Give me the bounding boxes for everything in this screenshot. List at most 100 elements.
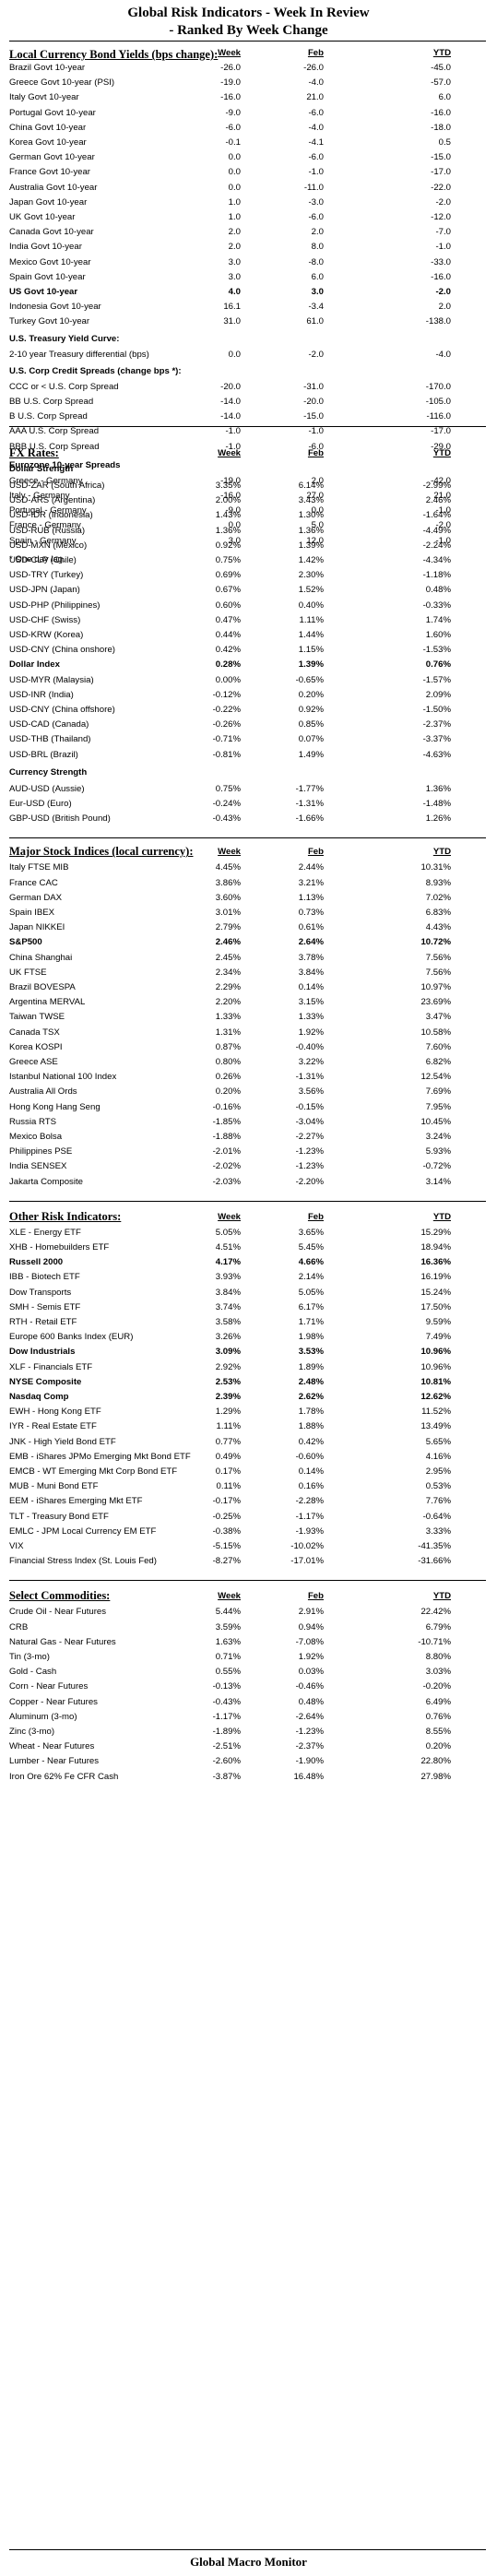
- stock-label: UK FTSE: [9, 967, 47, 978]
- stock-week-value: 2.46%: [215, 937, 241, 948]
- bond-week-value: 4.0: [228, 287, 241, 297]
- report-title-line2: - Ranked By Week Change: [169, 23, 328, 38]
- stock-label: Istanbul National 100 Index: [9, 1072, 117, 1083]
- eurozone-label: France - Germany: [9, 520, 81, 531]
- bond-ytd-value: -138.0: [425, 316, 451, 327]
- risk-feb-value: 6.17%: [298, 1301, 324, 1312]
- risk-ytd-value: 10.96%: [420, 1361, 451, 1372]
- commodities-col-ytd: YTD: [432, 1591, 451, 1602]
- fx-dollar-week-value: 0.47%: [215, 614, 241, 625]
- commodity-week-value: 5.44%: [215, 1607, 241, 1618]
- stock-week-value: -2.01%: [212, 1146, 241, 1157]
- risk-ytd-value: 2.95%: [425, 1466, 451, 1477]
- fx-dollar-ytd-value: -4.63%: [422, 749, 451, 760]
- stock-row: German DAX 3.60% 1.13% 7.02%: [0, 891, 497, 906]
- stock-ytd-value: -0.72%: [422, 1161, 451, 1172]
- stock-label: Jakarta Composite: [9, 1176, 83, 1187]
- stock-row: Greece ASE 0.80% 3.22% 6.82%: [0, 1055, 497, 1070]
- risk-week-value: 1.11%: [216, 1421, 242, 1432]
- fx-dollar-feb-value: 1.49%: [298, 749, 324, 760]
- fx-currency-row: GBP-USD (British Pound) -0.43% -1.66% 1.26%: [0, 812, 497, 826]
- risk-row: NYSE Composite 2.53% 2.48% 10.81%: [0, 1375, 497, 1390]
- fx-dollar-label: USD-MXN (Mexico): [9, 540, 88, 551]
- fx-dollar-row: USD-INR (India) -0.12% 0.20% 2.09%: [0, 688, 497, 703]
- risk-week-value: 3.93%: [215, 1272, 241, 1283]
- commodity-row: Gold - Cash 0.55% 0.03% 3.03%: [0, 1665, 497, 1680]
- commodity-feb-value: -0.46%: [295, 1681, 324, 1692]
- bond-feb-value: 6.0: [311, 271, 324, 282]
- risk-ytd-value: 9.59%: [425, 1317, 451, 1327]
- commodities-col-week: Week: [218, 1591, 241, 1602]
- stock-feb-value: -2.20%: [295, 1176, 324, 1187]
- credit-week-value: -20.0: [220, 381, 241, 392]
- risk-ytd-value: 10.96%: [420, 1347, 451, 1358]
- eurozone-ytd-value: -1.0: [435, 535, 451, 546]
- stock-row: Russia RTS -1.85% -3.04% 10.45%: [0, 1115, 497, 1130]
- curve-heading: U.S. Treasury Yield Curve:: [9, 333, 120, 344]
- fx-dollar-ytd-value: -2.99%: [422, 481, 451, 491]
- risk-week-value: 0.11%: [216, 1481, 242, 1492]
- stock-week-value: 3.86%: [215, 877, 241, 888]
- bond-feb-value: -6.0: [308, 107, 324, 118]
- risk-divider: [9, 1200, 486, 1202]
- stock-week-value: -2.03%: [212, 1176, 241, 1187]
- commodity-label: Zinc (3-mo): [9, 1727, 55, 1737]
- bond-row: Mexico Govt 10-year 3.0 -8.0 -33.0: [0, 255, 497, 270]
- fx-dollar-row: USD-CLP (Chile) 0.75% 1.42% -4.34%: [0, 553, 497, 568]
- risk-ytd-value: 12.62%: [420, 1392, 451, 1402]
- fx-dollar-feb-value: 0.40%: [298, 599, 324, 611]
- bond-label: Turkey Govt 10-year: [9, 316, 90, 327]
- fx-dollar-label: USD-CLP (Chile): [9, 555, 77, 565]
- fx-dollar-row: USD-CNY (China offshore) -0.22% 0.92% -1.50…: [0, 703, 497, 718]
- stock-week-value: -1.88%: [212, 1132, 241, 1142]
- risk-row: Nasdaq Comp 2.39% 2.62% 12.62%: [0, 1390, 497, 1405]
- bond-ytd-value: -17.0: [431, 167, 451, 178]
- risk-ytd-value: 15.29%: [420, 1227, 451, 1238]
- commodity-row: Lumber - Near Futures -2.60% -1.90% 22.80%: [0, 1754, 497, 1769]
- risk-ytd-value: 10.81%: [420, 1376, 451, 1387]
- stock-week-value: 2.29%: [215, 982, 241, 992]
- stock-row: UK FTSE 2.34% 3.84% 7.56%: [0, 966, 497, 980]
- stock-feb-value: -1.31%: [295, 1072, 324, 1083]
- bond-ytd-value: 6.0: [438, 92, 451, 103]
- risk-label: Dow Industrials: [9, 1347, 76, 1358]
- risk-col-week: Week: [218, 1211, 241, 1222]
- eurozone-ytd-value: -1.0: [435, 505, 451, 516]
- credit-ytd-value: -170.0: [425, 381, 451, 392]
- stock-week-value: -1.85%: [212, 1116, 241, 1127]
- stock-row: Korea KOSPI 0.87% -0.40% 7.60%: [0, 1040, 497, 1055]
- risk-label: RTH - Retail ETF: [9, 1317, 77, 1327]
- risk-feb-value: 1.89%: [298, 1361, 324, 1372]
- commodity-label: CRB: [9, 1621, 29, 1632]
- risk-week-value: 1.29%: [215, 1407, 241, 1418]
- commodity-ytd-value: 0.20%: [425, 1741, 451, 1752]
- stock-week-value: 2.79%: [215, 922, 241, 933]
- fx-dollar-feb-value: 1.42%: [298, 555, 324, 565]
- commodity-week-value: 3.59%: [215, 1621, 241, 1632]
- fx-dollar-week-value: 0.28%: [215, 659, 241, 671]
- stock-feb-value: 2.44%: [298, 862, 324, 873]
- fx-dollar-row: USD-CAD (Canada) -0.26% 0.85% -2.37%: [0, 718, 497, 732]
- risk-week-value: 5.05%: [215, 1227, 241, 1238]
- commodity-ytd-value: 0.76%: [425, 1711, 451, 1722]
- eurozone-ytd-value: -42.0: [431, 475, 451, 486]
- risk-feb-value: -2.28%: [295, 1496, 324, 1507]
- eurozone-ytd-value: 21.0: [433, 491, 451, 501]
- commodity-label: Tin (3-mo): [9, 1652, 50, 1662]
- stock-ytd-value: 7.95%: [425, 1101, 451, 1112]
- bond-ytd-value: -1.0: [435, 242, 451, 253]
- fx-dollar-row: Dollar Index 0.28% 1.39% 0.76%: [0, 658, 497, 672]
- credit-ytd-value: -17.0: [431, 426, 451, 437]
- stock-label: France CAC: [9, 877, 58, 888]
- bonds-col-ytd: YTD: [432, 48, 451, 58]
- commodity-row: Natural Gas - Near Futures 1.63% -7.08% -10…: [0, 1635, 497, 1650]
- bond-ytd-value: -15.0: [431, 152, 451, 163]
- risk-feb-value: 1.71%: [298, 1317, 324, 1327]
- fx-dollar-feb-value: 6.14%: [298, 481, 324, 491]
- fx-dollar-feb-value: 3.43%: [298, 495, 324, 506]
- commodity-feb-value: -2.64%: [295, 1711, 324, 1722]
- fx-dollar-ytd-value: -2.37%: [422, 719, 451, 730]
- risk-label: SMH - Semis ETF: [9, 1301, 81, 1312]
- fx-dollar-week-value: -0.22%: [212, 705, 241, 715]
- bond-row: Greece Govt 10-year (PSI) -19.0 -4.0 -57.0: [0, 76, 497, 90]
